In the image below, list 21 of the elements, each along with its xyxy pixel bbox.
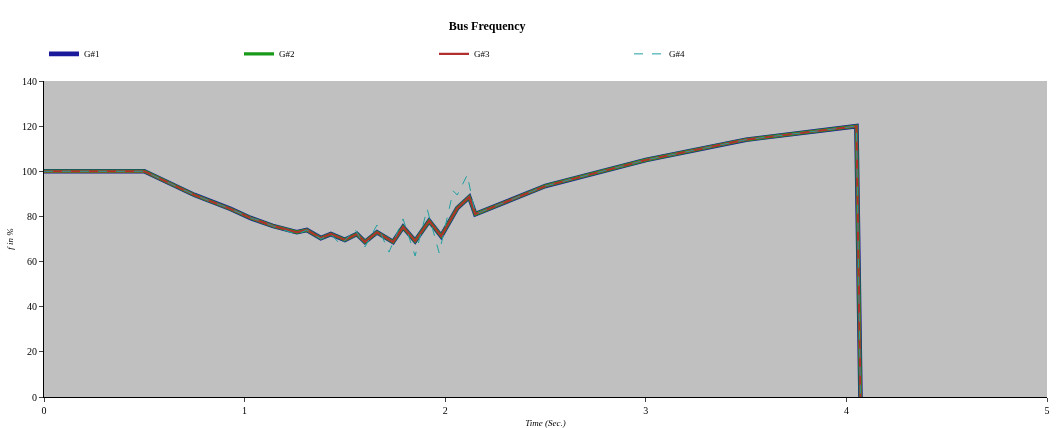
legend-label: G#2 bbox=[279, 49, 295, 60]
y-tick-label: 80 bbox=[27, 210, 37, 222]
x-axis-title: Time (Sec.) bbox=[525, 417, 566, 428]
legend-label: G#3 bbox=[474, 49, 490, 60]
chart-title: Bus Frequency bbox=[448, 18, 526, 33]
legend-label: G#1 bbox=[84, 49, 100, 60]
y-tick-label: 100 bbox=[22, 165, 37, 177]
x-tick-label: 5 bbox=[1044, 405, 1050, 416]
y-tick-label: 40 bbox=[27, 301, 37, 313]
x-tick-label: 3 bbox=[643, 405, 649, 416]
y-tick-label: 20 bbox=[27, 346, 37, 358]
y-tick-label: 140 bbox=[22, 75, 37, 87]
x-tick-label: 0 bbox=[41, 405, 47, 416]
x-tick-label: 1 bbox=[242, 405, 248, 416]
legend-label: G#4 bbox=[669, 49, 685, 60]
y-tick-label: 60 bbox=[27, 256, 37, 268]
y-axis-title: f in % bbox=[5, 228, 16, 250]
y-tick-label: 0 bbox=[32, 391, 37, 403]
x-tick-label: 2 bbox=[442, 405, 448, 416]
x-tick-label: 4 bbox=[843, 405, 849, 416]
y-tick-label: 120 bbox=[22, 120, 37, 132]
